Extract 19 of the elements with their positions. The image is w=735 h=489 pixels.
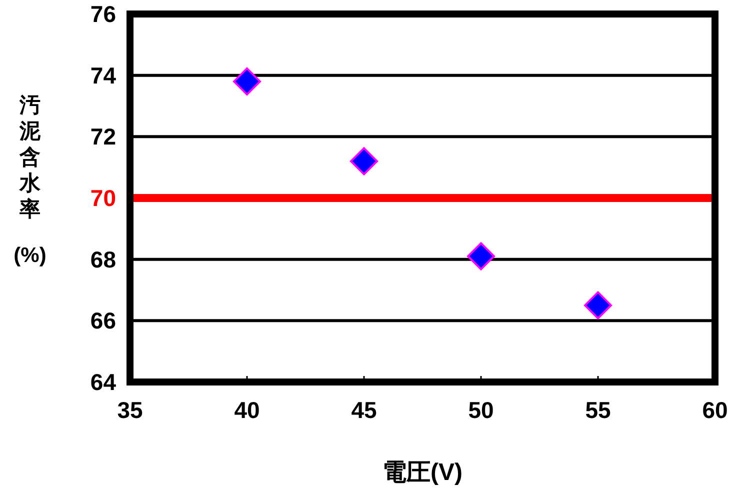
x-tick-label: 35 [117, 397, 143, 423]
x-axis-title: 電圧(V) [382, 459, 462, 486]
point [467, 242, 495, 270]
x-tick-label: 40 [234, 397, 260, 423]
y-tick-label: 64 [90, 369, 116, 395]
point [233, 67, 261, 96]
point [584, 291, 612, 320]
y-tick-label: 66 [90, 308, 116, 334]
y-tick-label: 70 [90, 185, 116, 211]
y-axis-title: 汚泥含水率(%) [14, 94, 46, 267]
y-tick-label: 74 [90, 62, 116, 88]
point [350, 147, 378, 176]
y-tick-label: 76 [90, 1, 116, 27]
y-tick-label: 68 [90, 246, 116, 272]
y-tick-label: 72 [90, 124, 116, 150]
x-tick-label: 50 [468, 397, 494, 423]
x-tick-label: 60 [702, 397, 728, 423]
x-tick-label: 55 [585, 397, 611, 423]
x-tick-label: 45 [351, 397, 377, 423]
